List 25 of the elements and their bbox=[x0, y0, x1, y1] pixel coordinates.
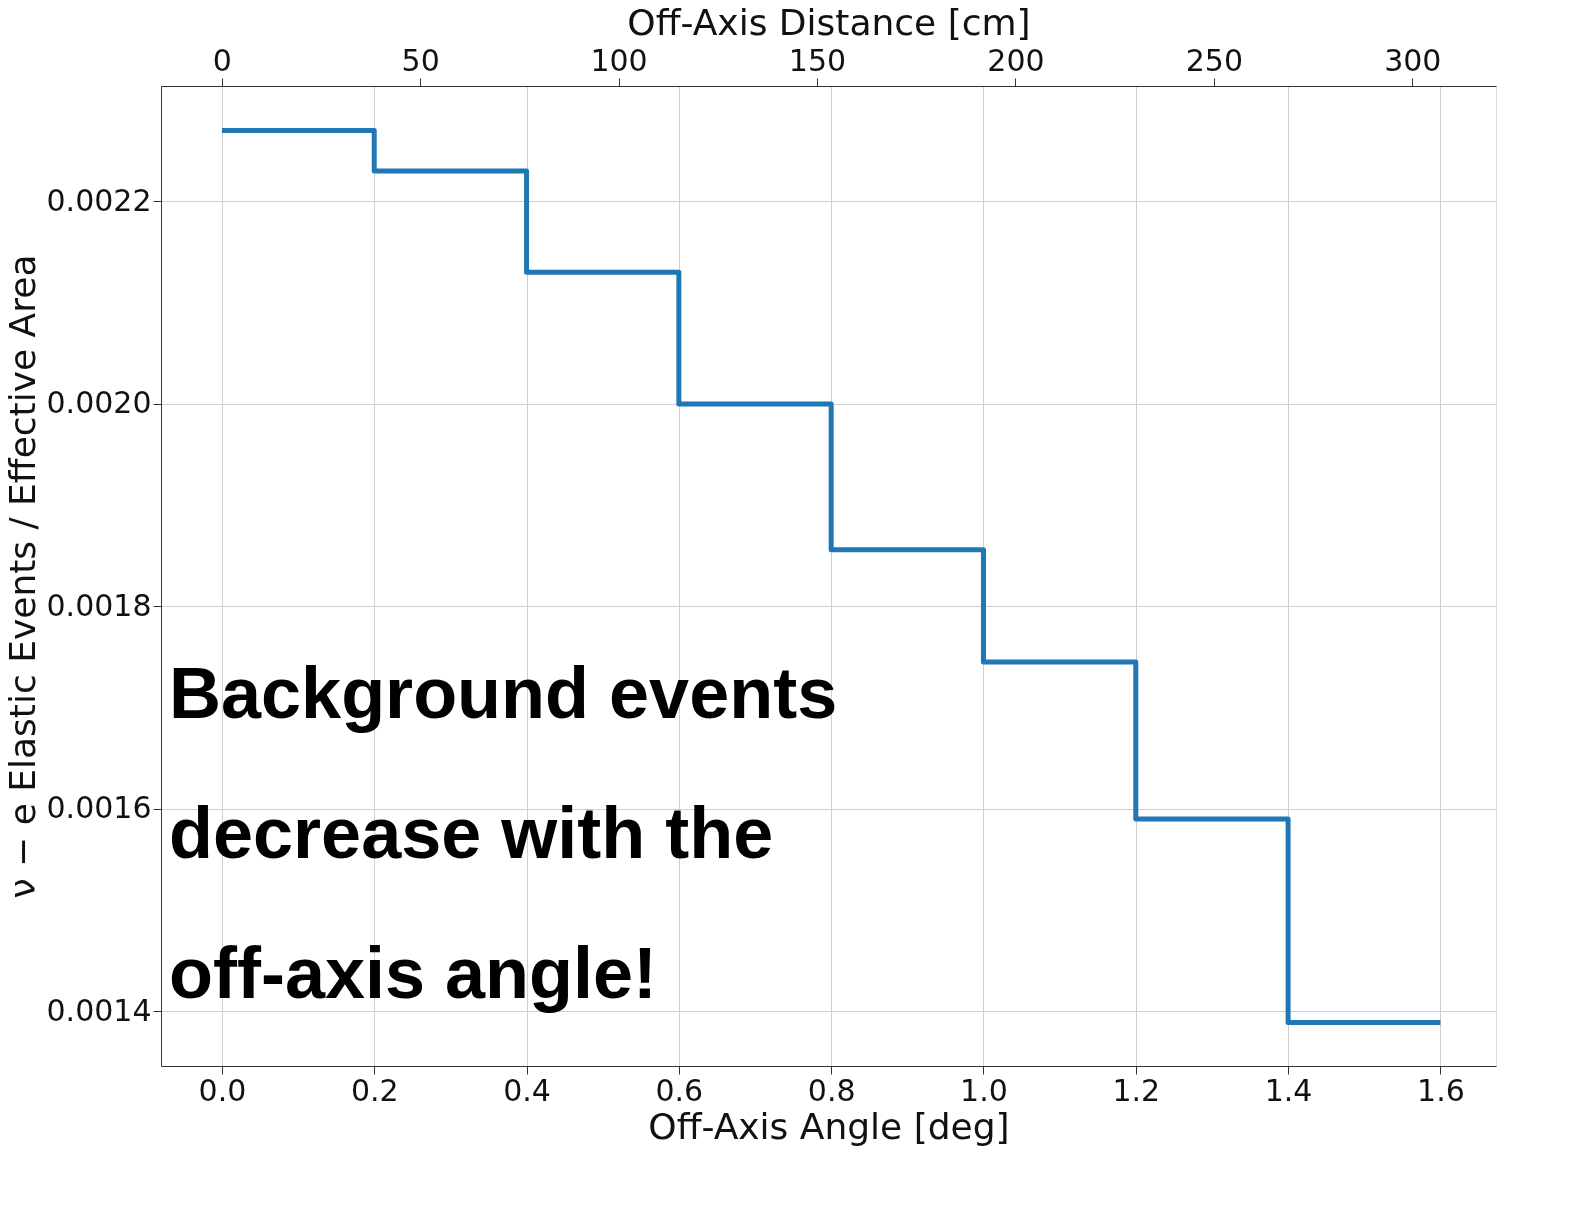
x-tick-label: 1.6 bbox=[1417, 1072, 1465, 1108]
y-tick-label: 0.0018 bbox=[46, 587, 152, 623]
x-tick-label: 0.8 bbox=[807, 1072, 856, 1108]
x2-tick-label: 150 bbox=[788, 42, 847, 78]
y-tick-label: 0.0022 bbox=[46, 182, 152, 218]
x-tick-label: 1.2 bbox=[1112, 1072, 1161, 1108]
x-axis-title: Off-Axis Angle [deg] bbox=[648, 1105, 1010, 1147]
annotation: Background events decrease with the off-axis angle! bbox=[169, 653, 838, 1013]
x-tick-label: 0.6 bbox=[655, 1072, 704, 1108]
y-tick-label: 0.0016 bbox=[46, 790, 152, 826]
x-tick-label: 1.0 bbox=[960, 1072, 1008, 1108]
y-axis-title: ν − e Elastic Events / Effective Area bbox=[1, 254, 43, 899]
x-tick-label: 0.4 bbox=[503, 1072, 551, 1108]
x2-tick-label: 100 bbox=[590, 42, 648, 78]
y-tick-label: 0.0020 bbox=[46, 385, 152, 421]
x2-tick-label: 300 bbox=[1384, 42, 1442, 78]
x2-axis-title: Off-Axis Distance [cm] bbox=[627, 1, 1031, 43]
x-tick-label: 0.2 bbox=[350, 1072, 399, 1108]
x-tick-label: 0.0 bbox=[198, 1072, 247, 1108]
x2-tick-label: 250 bbox=[1185, 42, 1243, 78]
x2-tick-label: 50 bbox=[401, 42, 440, 78]
x-tick-label: 1.4 bbox=[1264, 1072, 1313, 1108]
x2-tick-label: 200 bbox=[987, 42, 1045, 78]
x2-tick-label: 0 bbox=[212, 42, 232, 78]
y-tick-label: 0.0014 bbox=[46, 992, 152, 1028]
